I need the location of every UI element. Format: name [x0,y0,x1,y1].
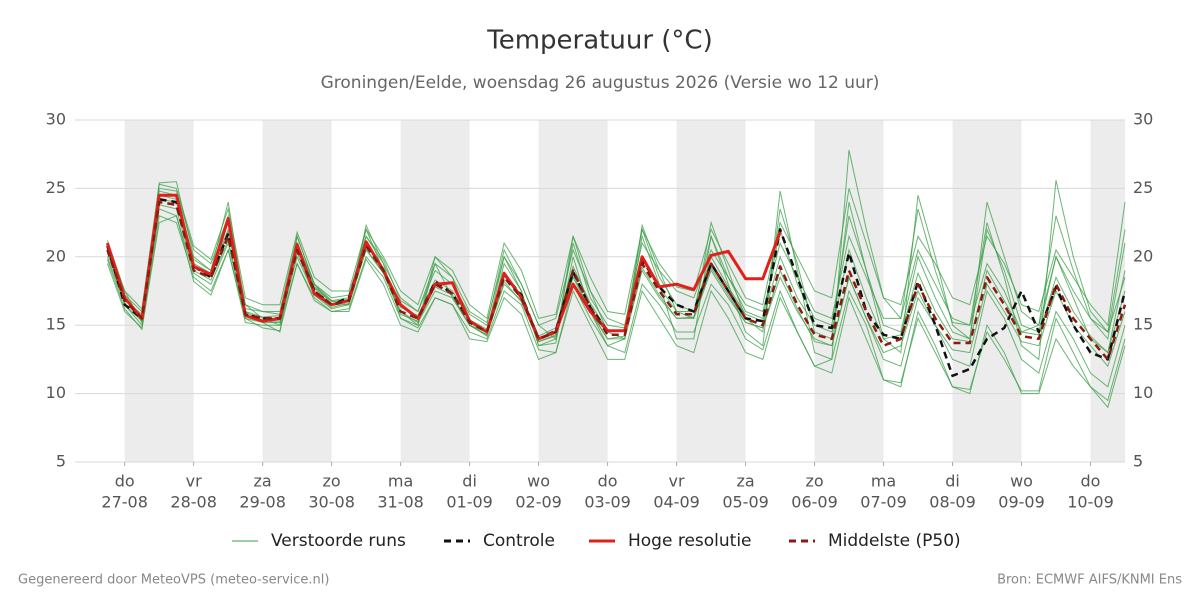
x-tick-date: 10-09 [1067,493,1114,512]
y-tick-label-right: 20 [1133,246,1153,265]
y-tick-label: 25 [46,178,66,197]
x-tick-date: 08-09 [929,493,976,512]
x-tick-date: 01-09 [446,493,493,512]
x-tick-label: ma [388,472,413,491]
y-tick-label-right: 30 [1133,110,1153,129]
y-tick-label: 5 [56,452,66,471]
x-tick-date: 07-09 [860,493,907,512]
x-tick-date: 05-09 [722,493,769,512]
ensemble-line [106,215,1126,402]
x-tick-date: 02-09 [515,493,562,512]
x-tick-date: 03-09 [584,493,631,512]
x-tick-label: za [254,472,272,491]
x-tick-date: 31-08 [377,493,424,512]
x-tick-date: 04-09 [653,493,700,512]
x-tick-label: zo [323,472,341,491]
y-tick-label-right: 15 [1133,315,1153,334]
y-tick-label: 20 [46,246,66,265]
day-band [1090,120,1125,462]
legend-label: Hoge resolutie [628,531,752,551]
y-tick-label-right: 5 [1133,452,1143,471]
ensemble-line [106,194,1126,354]
footer-right: Bron: ECMWF AIFS/KNMI Ens [997,573,1182,588]
chart-subtitle: Groningen/Eelde, woensdag 26 augustus 20… [321,73,880,93]
x-tick-label: do [598,472,618,491]
x-tick-label: wo [527,472,550,491]
y-tick-label: 30 [46,110,66,129]
x-tick-date: 09-09 [998,493,1045,512]
x-tick-date: 27-08 [101,493,148,512]
x-tick-label: vr [669,472,685,491]
footer-left: Gegenereerd door MeteoVPS (meteo-service… [18,573,329,588]
x-tick-label: do [115,472,135,491]
chart-title: Temperatuur (°C) [486,26,712,56]
x-tick-label: do [1081,472,1101,491]
series-line [106,200,1127,361]
x-tick-date: 29-08 [239,493,286,512]
x-tick-label: vr [186,472,202,491]
x-tick-label: di [462,472,477,491]
y-tick-label: 10 [46,383,66,402]
legend-label: Verstoorde runs [271,531,406,551]
ensemble-line [106,204,1126,368]
x-tick-label: za [736,472,754,491]
ensemble-line [106,183,1126,327]
ensemble-line [106,208,1126,388]
x-tick-label: wo [1010,472,1033,491]
x-tick-date: 30-08 [308,493,355,512]
legend-label: Middelste (P50) [828,531,961,551]
x-tick-date: 28-08 [170,493,217,512]
x-tick-label: zo [805,472,823,491]
day-band [124,120,194,462]
x-tick-date: 06-09 [791,493,838,512]
y-tick-label-right: 25 [1133,178,1153,197]
y-tick-label-right: 10 [1133,383,1153,402]
x-tick-label: ma [871,472,896,491]
ensemble-line [106,215,1126,409]
ensemble-line [106,190,1126,333]
y-tick-label: 15 [46,315,66,334]
legend-label: Controle [483,531,555,551]
series-line [105,193,782,341]
x-tick-label: di [945,472,960,491]
